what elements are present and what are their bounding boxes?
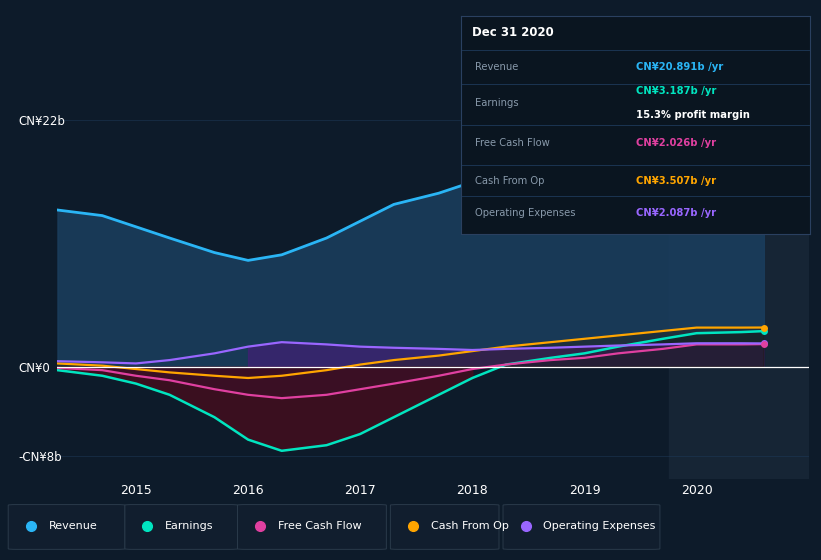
FancyBboxPatch shape <box>390 505 499 549</box>
Text: Free Cash Flow: Free Cash Flow <box>277 521 361 531</box>
Text: Earnings: Earnings <box>475 98 519 108</box>
Text: CN¥2.087b /yr: CN¥2.087b /yr <box>636 208 716 218</box>
FancyBboxPatch shape <box>237 505 387 549</box>
Text: Cash From Op: Cash From Op <box>475 176 545 185</box>
Text: 15.3% profit margin: 15.3% profit margin <box>636 110 750 120</box>
Text: CN¥3.507b /yr: CN¥3.507b /yr <box>636 176 716 185</box>
Text: Cash From Op: Cash From Op <box>430 521 508 531</box>
Text: Dec 31 2020: Dec 31 2020 <box>472 26 553 39</box>
Bar <box>668 76 809 479</box>
Text: CN¥20.891b /yr: CN¥20.891b /yr <box>636 62 723 72</box>
FancyBboxPatch shape <box>8 505 125 549</box>
Text: CN¥2.026b /yr: CN¥2.026b /yr <box>636 138 716 148</box>
Text: Revenue: Revenue <box>48 521 97 531</box>
Text: Earnings: Earnings <box>165 521 213 531</box>
Text: Free Cash Flow: Free Cash Flow <box>475 138 550 148</box>
FancyBboxPatch shape <box>503 505 660 549</box>
Text: Operating Expenses: Operating Expenses <box>544 521 656 531</box>
Text: CN¥3.187b /yr: CN¥3.187b /yr <box>636 86 716 96</box>
Text: Operating Expenses: Operating Expenses <box>475 208 576 218</box>
FancyBboxPatch shape <box>125 505 237 549</box>
Text: Revenue: Revenue <box>475 62 519 72</box>
